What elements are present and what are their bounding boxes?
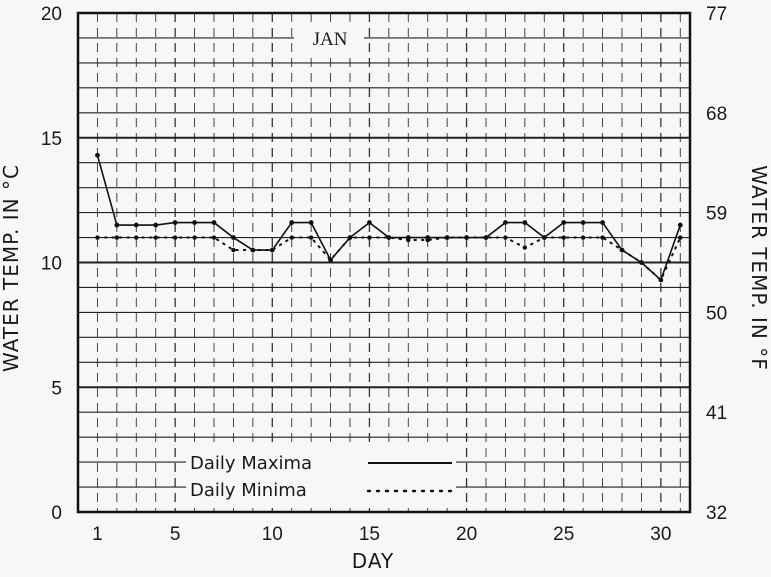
data-point-maxima [172,220,178,225]
x-tick-label: 10 [262,524,283,545]
data-point-minima [289,235,294,240]
grid [78,12,690,512]
data-point-maxima [133,222,139,228]
x-tick-label: 15 [359,524,380,545]
legend: Daily Maxima Daily Minima [186,448,456,504]
data-point-minima [503,235,508,240]
data-point-minima [134,235,139,240]
data-point-maxima [347,235,353,240]
data-point-maxima [211,220,217,225]
y-tick-label-right: 59 [706,204,727,225]
data-point-minima [367,235,372,240]
data-point-minima [231,247,236,253]
data-point-maxima [619,247,625,253]
y-axis-title-left: WATER TEMP. IN °C [0,164,23,372]
y-tick-label-right: 77 [706,4,727,25]
data-point-maxima [289,220,295,225]
y-tick-label-left: 15 [41,129,62,150]
month-label-background [294,24,364,52]
data-point-maxima [425,235,431,240]
data-point-maxima [231,235,236,240]
data-point-minima [561,235,566,240]
data-point-maxima [541,235,547,240]
series-group [95,152,683,283]
data-point-maxima [658,277,664,283]
data-point-maxima [386,235,392,240]
data-point-maxima [561,220,567,225]
data-point-maxima [600,220,605,225]
data-point-minima [192,235,197,240]
data-point-maxima [503,220,508,225]
legend-background [186,448,456,504]
data-point-maxima [250,247,256,253]
data-point-maxima [367,220,372,225]
data-point-minima [678,235,683,240]
x-tick-label: 30 [650,524,671,545]
x-tick-label: 1 [92,524,103,545]
data-point-maxima [639,260,644,265]
data-point-maxima [444,235,450,240]
data-point-maxima [308,220,314,225]
data-point-minima [600,235,605,240]
y-tick-label-right: 32 [706,503,727,524]
data-point-maxima [522,220,528,225]
chart-title: JAN [313,29,348,50]
plot-frame [76,11,692,514]
data-point-maxima [328,257,333,263]
data-point-maxima [192,220,197,225]
data-point-maxima [580,220,586,225]
y-tick-label-left: 20 [41,4,62,25]
x-axis-title: DAY [352,549,394,573]
data-point-maxima [114,222,120,228]
data-point-minima [211,235,217,240]
legend-label-minima: Daily Minima [190,480,307,501]
y-tick-label-left: 10 [41,254,62,275]
x-tick-label: 25 [553,524,574,545]
data-point-maxima [405,235,411,240]
data-point-minima [172,235,178,240]
data-point-minima [522,245,528,250]
x-tick-label: 5 [170,524,181,545]
data-point-maxima [95,152,100,158]
y-tick-label-right: 68 [706,104,727,125]
y-tick-label-left: 0 [51,503,62,524]
data-point-minima [153,235,158,240]
data-point-maxima [153,222,159,228]
x-tick-label: 20 [456,524,477,545]
data-point-maxima [464,235,469,240]
y-tick-label-right: 41 [706,403,727,424]
y-tick-label-left: 5 [51,378,62,399]
y-axis-title-right: WATER TEMP. IN °F [747,165,771,370]
data-point-minima [580,235,586,240]
data-point-maxima [269,247,275,253]
data-point-maxima [483,235,489,240]
y-tick-label-right: 50 [706,303,727,324]
data-point-minima [114,235,120,240]
data-point-maxima [677,222,683,228]
legend-label-maxima: Daily Maxima [190,453,312,474]
data-point-minima [308,235,314,240]
data-point-minima [95,235,100,240]
